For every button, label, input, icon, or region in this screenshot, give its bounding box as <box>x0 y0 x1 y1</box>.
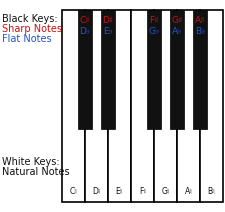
Text: A♮: A♮ <box>184 187 193 196</box>
Text: D♭: D♭ <box>79 27 90 36</box>
Text: G♯: G♯ <box>171 16 183 25</box>
Bar <box>193 10 207 129</box>
Text: D♯: D♯ <box>102 16 114 25</box>
Bar <box>177 10 200 202</box>
Text: Sharp Notes: Sharp Notes <box>2 24 62 34</box>
Text: White Keys:: White Keys: <box>2 157 60 167</box>
Text: C♮: C♮ <box>70 187 77 196</box>
Text: B♭: B♭ <box>195 27 205 36</box>
Bar <box>147 10 161 129</box>
Bar <box>170 10 184 129</box>
Text: Flat Notes: Flat Notes <box>2 34 52 44</box>
Bar <box>85 10 108 202</box>
Text: F♮: F♮ <box>139 187 146 196</box>
Text: C♯: C♯ <box>80 16 90 25</box>
Text: E♮: E♮ <box>116 187 123 196</box>
Text: D♮: D♮ <box>92 187 101 196</box>
Text: Natural Notes: Natural Notes <box>2 167 70 177</box>
Text: E♭: E♭ <box>103 27 113 36</box>
Bar <box>78 10 92 129</box>
Text: G♮: G♮ <box>161 187 170 196</box>
Text: Black Keys:: Black Keys: <box>2 14 58 24</box>
Text: F♯: F♯ <box>149 16 159 25</box>
Bar <box>62 10 85 202</box>
Bar <box>154 10 177 202</box>
Text: A♯: A♯ <box>195 16 205 25</box>
Bar <box>108 10 131 202</box>
Text: G♭: G♭ <box>148 27 160 36</box>
Bar <box>131 10 154 202</box>
Text: B♮: B♮ <box>207 187 216 196</box>
Bar <box>200 10 223 202</box>
Text: A♭: A♭ <box>172 27 182 36</box>
Bar <box>101 10 115 129</box>
